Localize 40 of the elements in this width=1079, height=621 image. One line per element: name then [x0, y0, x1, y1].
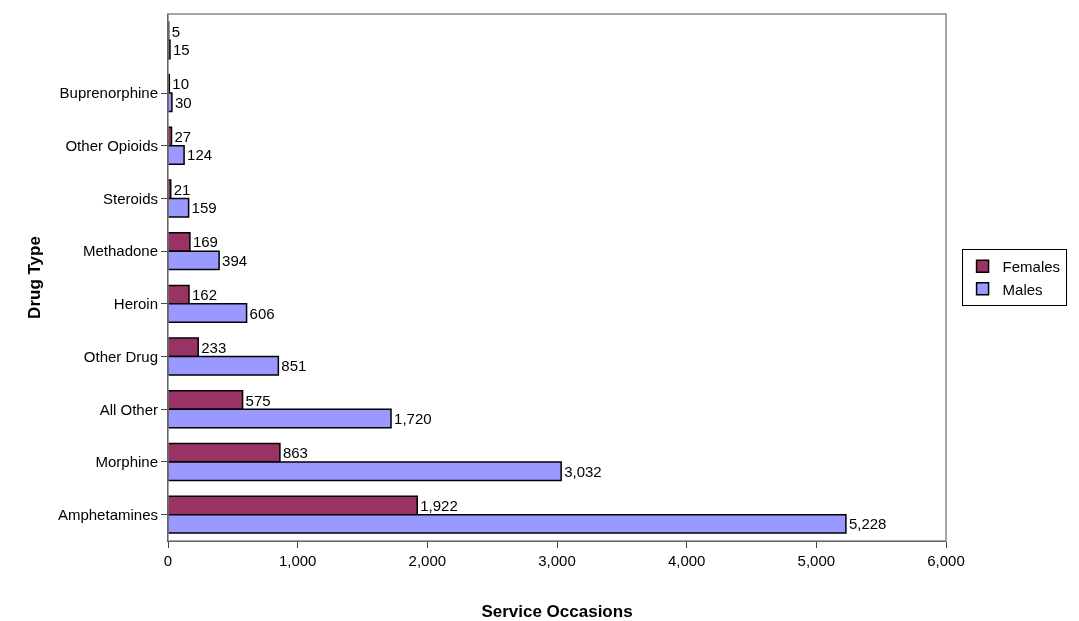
data-label: 169 — [192, 233, 218, 251]
legend-label: Females — [1002, 258, 1061, 276]
x-axis-title: Service Occasions — [481, 602, 633, 621]
x-tick-label: 6,000 — [927, 552, 965, 569]
y-tick-label: Other Drug — [83, 347, 158, 365]
data-label: 863 — [282, 444, 308, 462]
data-label: 10 — [172, 75, 189, 93]
data-label: 233 — [201, 338, 227, 356]
data-label: 575 — [245, 391, 271, 409]
data-label: 27 — [174, 128, 192, 146]
x-tick-label: 1,000 — [278, 552, 317, 569]
data-label: 124 — [187, 146, 213, 164]
y-tick-label: Morphine — [95, 453, 158, 471]
y-tick-label: Steroids — [102, 189, 158, 207]
data-label: 162 — [192, 286, 218, 304]
data-label: 1,720 — [394, 409, 432, 427]
y-tick-label: Amphetamines — [57, 505, 158, 523]
y-axis-title: Drug Type — [25, 236, 45, 319]
x-tick-label: 0 — [163, 552, 173, 569]
data-label: 21 — [173, 180, 191, 198]
y-tick-label: Methadone — [82, 242, 158, 260]
data-label: 5 — [171, 22, 180, 40]
data-label: 3,032 — [564, 462, 602, 480]
data-label: 394 — [222, 251, 248, 269]
data-label: 15 — [172, 41, 190, 59]
y-tick-label: All Other — [99, 400, 158, 418]
y-tick-label: Heroin — [113, 295, 158, 313]
data-label: 606 — [249, 304, 275, 322]
data-label: 30 — [174, 93, 192, 111]
legend-label: Males — [1002, 280, 1043, 298]
x-tick-label: 2,000 — [408, 552, 447, 569]
x-tick-label: 4,000 — [667, 552, 706, 569]
x-tick-label: 3,000 — [538, 552, 576, 569]
data-label: 851 — [281, 357, 307, 375]
y-tick-label: Other Opioids — [65, 137, 158, 154]
data-label: 159 — [191, 199, 217, 217]
data-label: 5,228 — [848, 515, 887, 533]
data-label: 1,922 — [420, 496, 458, 514]
y-tick-label: Buprenorphine — [59, 84, 158, 102]
x-tick-label: 5,000 — [797, 552, 836, 569]
